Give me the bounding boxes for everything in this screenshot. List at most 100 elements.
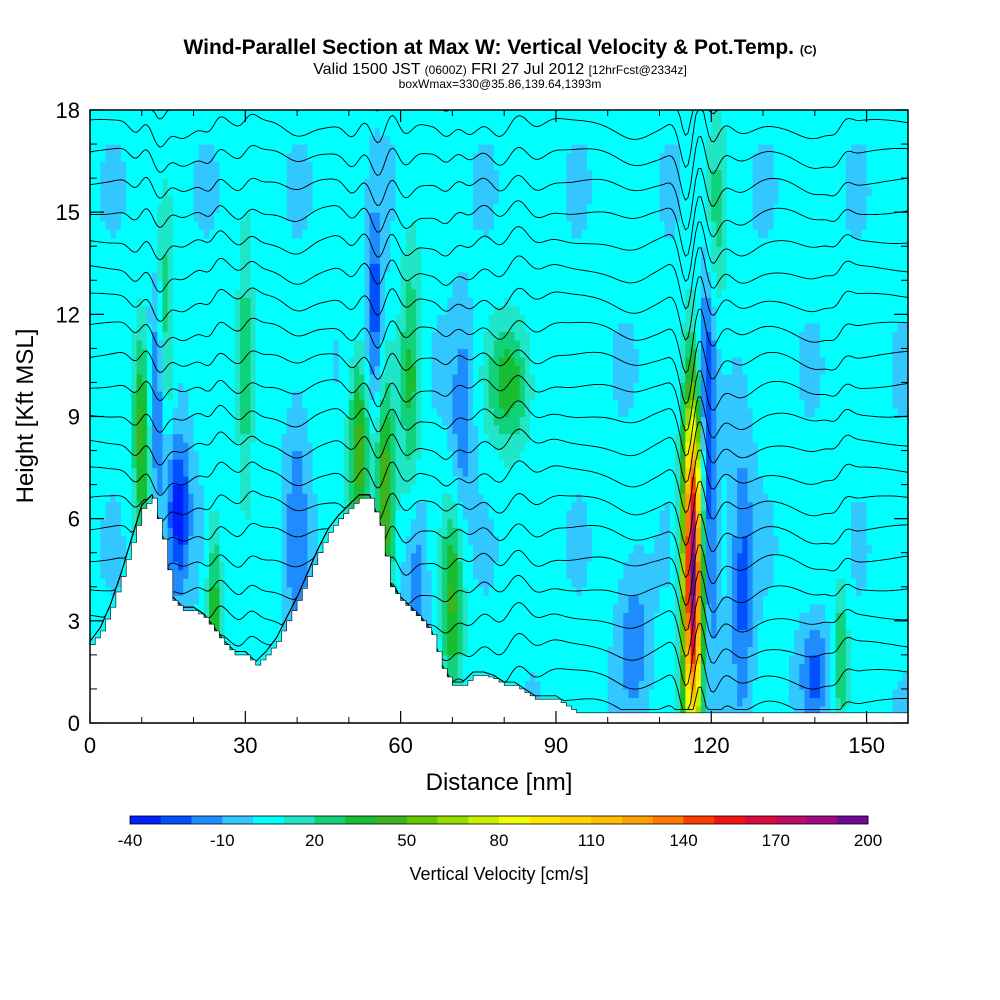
velocity-cell xyxy=(416,552,422,562)
velocity-cell xyxy=(343,280,350,290)
velocity-cell xyxy=(281,459,288,469)
velocity-cell xyxy=(312,382,319,392)
velocity-cell xyxy=(193,220,200,230)
velocity-cell xyxy=(188,552,195,562)
velocity-cell xyxy=(224,629,231,639)
velocity-cell xyxy=(105,271,112,281)
velocity-cell xyxy=(297,348,303,358)
velocity-cell xyxy=(390,544,397,554)
velocity-cell xyxy=(436,297,443,307)
velocity-cell xyxy=(100,322,107,332)
velocity-cell xyxy=(348,254,355,264)
velocity-cell xyxy=(188,373,195,384)
velocity-cell xyxy=(333,331,340,341)
velocity-cell xyxy=(255,110,262,120)
velocity-cell xyxy=(110,186,117,196)
velocity-cell xyxy=(172,195,179,205)
velocity-cell xyxy=(131,195,138,205)
velocity-cell xyxy=(95,484,101,494)
velocity-cell xyxy=(224,263,231,273)
velocity-cell xyxy=(95,569,101,579)
velocity-cell xyxy=(266,527,272,537)
velocity-cell xyxy=(172,382,179,392)
velocity-cell xyxy=(421,535,428,545)
velocity-cell xyxy=(100,544,107,554)
velocity-cell xyxy=(312,152,319,162)
velocity-cell xyxy=(90,561,96,571)
velocity-cell xyxy=(131,152,138,162)
velocity-cell xyxy=(333,390,340,401)
velocity-cell xyxy=(281,518,288,528)
velocity-cell xyxy=(188,390,195,401)
velocity-cell xyxy=(240,220,246,230)
velocity-cell xyxy=(333,305,340,315)
velocity-cell xyxy=(183,510,189,520)
velocity-cell xyxy=(121,280,127,290)
velocity-cell xyxy=(431,544,438,554)
velocity-cell xyxy=(203,203,210,213)
velocity-cell xyxy=(167,459,174,469)
velocity-cell xyxy=(141,356,148,367)
velocity-cell xyxy=(395,297,402,307)
velocity-cell xyxy=(90,518,96,528)
velocity-cell xyxy=(390,280,397,290)
velocity-cell xyxy=(209,339,215,349)
velocity-cell xyxy=(167,237,174,247)
velocity-cell xyxy=(426,476,433,486)
velocity-cell xyxy=(385,186,391,196)
velocity-cell xyxy=(136,161,143,171)
velocity-cell xyxy=(291,382,298,392)
velocity-cell xyxy=(131,348,138,358)
velocity-cell xyxy=(266,501,272,511)
velocity-cell xyxy=(157,161,164,171)
velocity-cell xyxy=(105,552,112,562)
velocity-cell xyxy=(219,629,226,639)
velocity-cell xyxy=(312,127,319,137)
velocity-cell xyxy=(157,442,164,452)
velocity-cell xyxy=(328,169,334,179)
velocity-cell xyxy=(250,382,257,392)
velocity-cell xyxy=(105,595,112,605)
velocity-cell xyxy=(390,263,397,273)
velocity-cell xyxy=(297,399,303,409)
velocity-cell xyxy=(203,280,210,290)
velocity-cell xyxy=(421,527,428,537)
velocity-cell xyxy=(291,331,298,341)
velocity-cell xyxy=(219,110,226,120)
velocity-cell xyxy=(214,288,221,298)
velocity-cell xyxy=(240,544,246,554)
velocity-cell xyxy=(338,220,345,230)
velocity-cell xyxy=(400,305,407,315)
velocity-cell xyxy=(198,365,205,375)
velocity-cell xyxy=(307,569,314,579)
velocity-cell xyxy=(260,220,267,230)
velocity-cell xyxy=(302,399,309,409)
velocity-cell xyxy=(395,459,402,469)
velocity-cell xyxy=(271,390,277,401)
velocity-cell xyxy=(178,254,184,264)
velocity-cell xyxy=(136,467,143,477)
velocity-cell xyxy=(95,212,101,222)
velocity-cell xyxy=(317,382,324,392)
velocity-cell xyxy=(209,612,215,622)
velocity-cell xyxy=(152,178,158,188)
velocity-cell xyxy=(250,322,257,332)
velocity-cell xyxy=(229,390,236,401)
velocity-cell xyxy=(100,229,107,239)
velocity-cell xyxy=(183,459,189,469)
velocity-cell xyxy=(214,118,221,128)
velocity-cell xyxy=(436,237,443,247)
velocity-cell xyxy=(291,169,298,179)
velocity-cell xyxy=(90,186,96,196)
velocity-cell xyxy=(193,144,200,154)
velocity-cell xyxy=(152,365,158,375)
velocity-cell xyxy=(317,178,324,188)
velocity-cell xyxy=(317,518,324,528)
velocity-cell xyxy=(297,535,303,545)
velocity-cell xyxy=(395,254,402,264)
velocity-cell xyxy=(157,365,164,375)
velocity-cell xyxy=(214,254,221,264)
velocity-cell xyxy=(95,603,101,613)
velocity-cell xyxy=(100,365,107,375)
velocity-cell xyxy=(442,442,448,452)
